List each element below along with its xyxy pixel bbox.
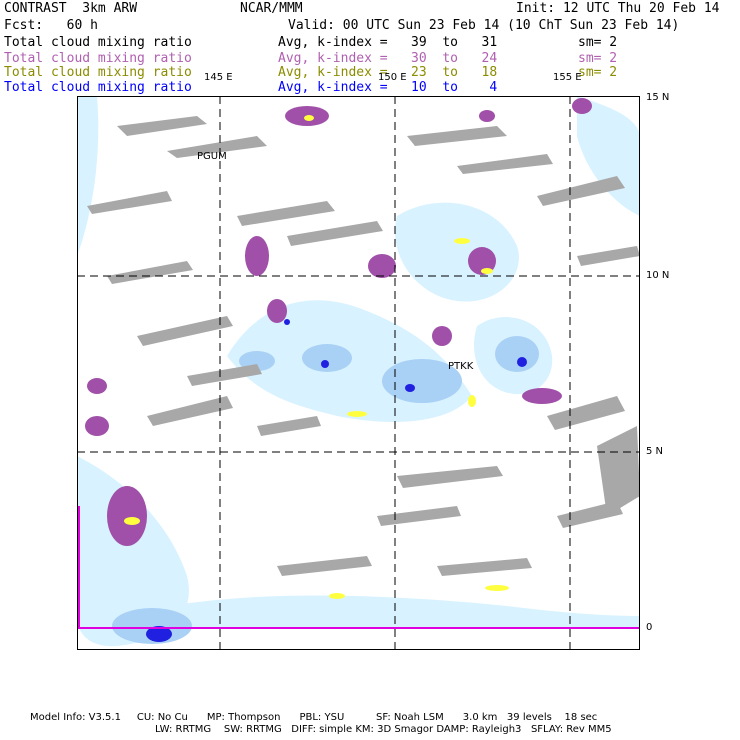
- field-range-1: Avg, k-index = 39 to 31: [278, 35, 498, 50]
- lat-label-15n: 15 N: [646, 92, 670, 103]
- field-sm-3: sm= 2: [578, 65, 618, 80]
- forecast-map: [77, 96, 640, 650]
- field-name-3: Total cloud mixing ratio: [4, 65, 192, 80]
- yellow-cloud-layer: [124, 115, 509, 599]
- gray-cloud-layer: [87, 116, 640, 576]
- field-range-4: Avg, k-index = 10 to 4: [278, 80, 498, 95]
- station-ptkk: PTKK: [448, 361, 474, 372]
- field-sm-2: sm= 2: [578, 51, 618, 66]
- field-name-2: Total cloud mixing ratio: [4, 51, 192, 66]
- lat-label-10n: 10 N: [646, 270, 670, 281]
- init-time: Init: 12 UTC Thu 20 Feb 14: [516, 1, 720, 16]
- center-title: NCAR/MMM: [240, 1, 303, 16]
- field-range-2: Avg, k-index = 30 to 24: [278, 51, 498, 66]
- field-name-1: Total cloud mixing ratio: [4, 35, 192, 50]
- forecast-hour: Fcst: 60 h: [4, 18, 98, 33]
- lon-label-155: 155 E: [553, 72, 582, 83]
- graticule: [77, 96, 640, 650]
- dark-blue-cloud-cores: [146, 319, 527, 642]
- field-name-4: Total cloud mixing ratio: [4, 80, 192, 95]
- station-pgum: PGUM: [197, 151, 227, 162]
- model-title: CONTRAST 3km ARW: [4, 1, 138, 16]
- domain-boundary: [77, 506, 640, 629]
- model-info-line-1: Model Info: V3.5.1 CU: No Cu MP: Thompso…: [30, 712, 598, 723]
- model-info-line-2: LW: RRTMG SW: RRTMG DIFF: simple KM: 3D …: [155, 724, 612, 735]
- field-range-3: Avg, k-index = 23 to 18: [278, 65, 498, 80]
- map-canvas: [77, 96, 640, 650]
- valid-time: Valid: 00 UTC Sun 23 Feb 14 (10 ChT Sun …: [288, 18, 680, 33]
- map-frame: [77, 96, 640, 650]
- lat-label-5n: 5 N: [646, 446, 664, 457]
- lat-label-0: 0: [646, 622, 653, 633]
- field-sm-1: sm= 2: [578, 35, 618, 50]
- lon-label-150: 150 E: [378, 72, 407, 83]
- lon-label-145: 145 E: [204, 72, 233, 83]
- mid-blue-cloud-layer: [112, 336, 539, 644]
